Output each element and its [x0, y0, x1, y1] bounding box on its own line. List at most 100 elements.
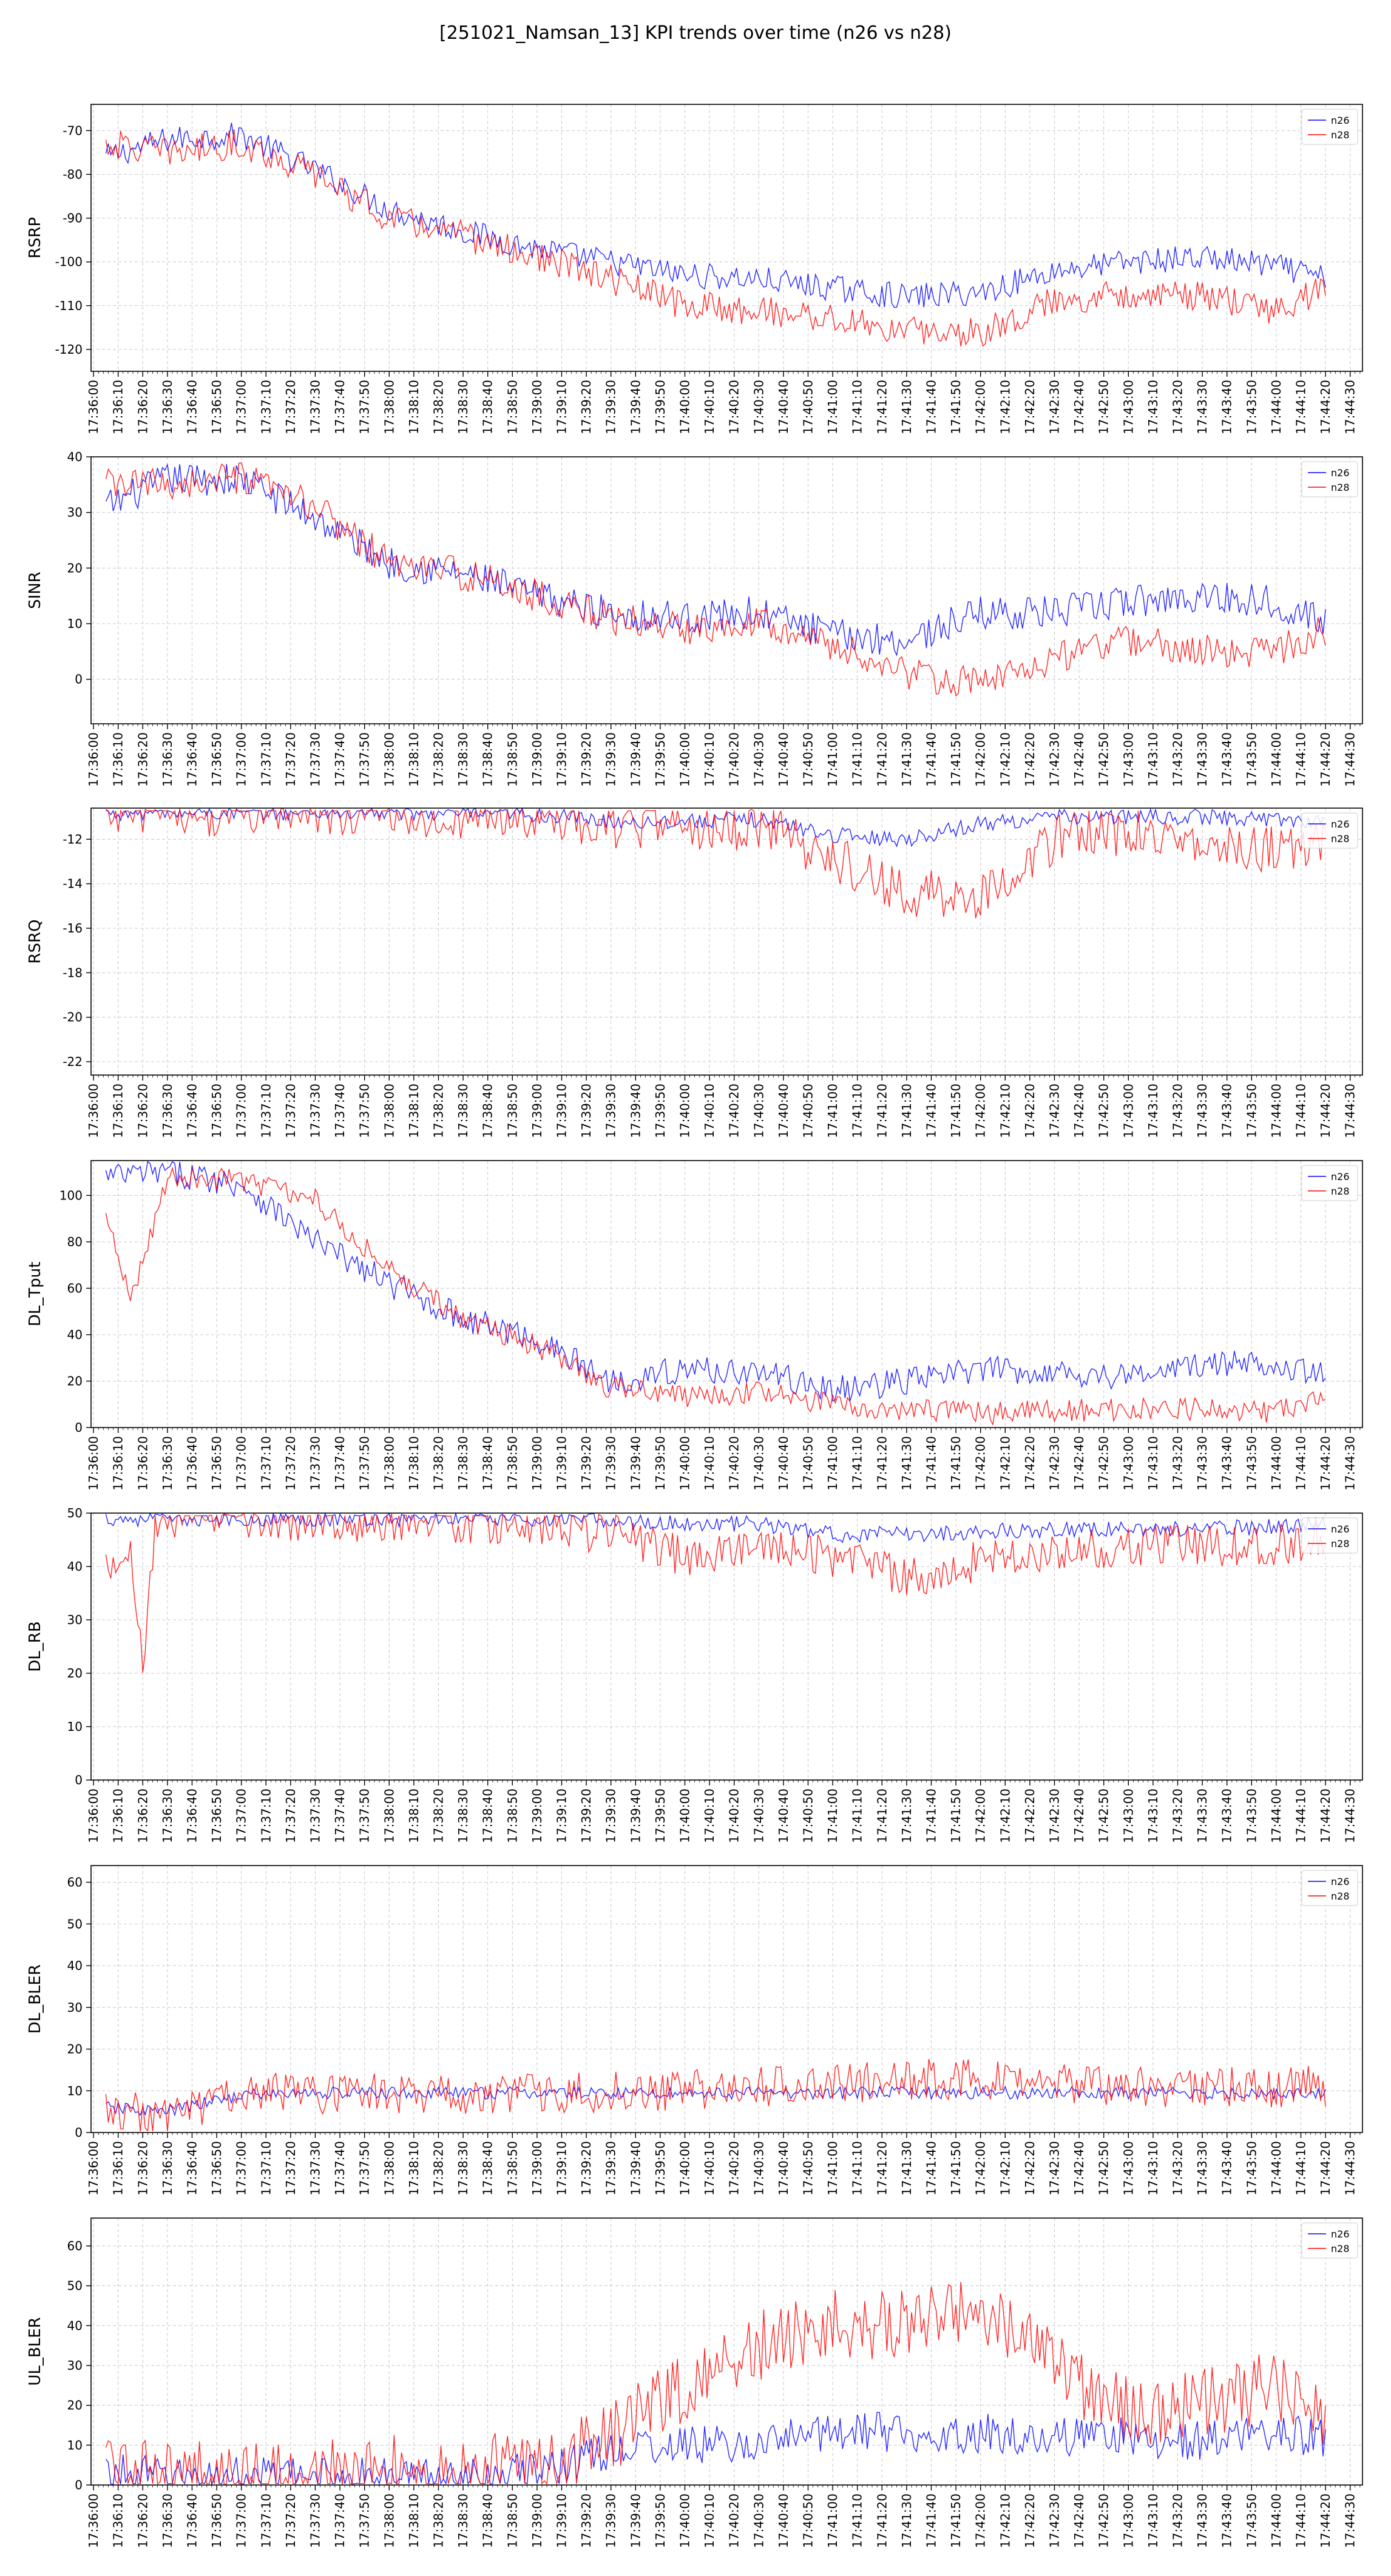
x-tick-label: 17:39:10: [554, 2493, 569, 2548]
x-tick-label: 17:38:50: [505, 1436, 520, 1491]
x-tick-label: 17:40:30: [751, 2493, 766, 2548]
x-tick-label: 17:39:00: [530, 380, 544, 434]
x-tick-label: 17:43:20: [1170, 1084, 1185, 1138]
x-tick-label: 17:44:10: [1293, 1084, 1308, 1138]
legend-box: [1301, 1165, 1358, 1201]
y-tick-label: -14: [63, 877, 83, 891]
y-tick-label: 0: [75, 672, 83, 687]
x-tick-label: 17:36:50: [209, 1084, 224, 1138]
x-tick-label: 17:39:10: [554, 1436, 569, 1491]
plot-area: [91, 1513, 1362, 1780]
x-tick-label: 17:43:20: [1170, 2493, 1185, 2548]
x-tick-label: 17:43:30: [1195, 2141, 1210, 2196]
x-tick-label: 17:42:40: [1072, 1789, 1086, 1843]
x-tick-label: 17:40:00: [677, 1436, 692, 1491]
x-tick-label: 17:38:50: [505, 380, 520, 434]
x-tick-label: 17:43:40: [1220, 380, 1234, 434]
x-tick-label: 17:40:30: [751, 380, 766, 434]
x-tick-label: 17:36:10: [111, 1789, 126, 1843]
x-tick-label: 17:36:30: [160, 1436, 175, 1491]
x-tick-label: 17:39:30: [604, 1436, 618, 1491]
x-tick-label: 17:39:10: [554, 1084, 569, 1138]
x-tick-label: 17:41:20: [875, 2493, 889, 2548]
x-tick-label: 17:39:10: [554, 732, 569, 787]
panel-sinr: 0 10 20 30 40 17:36:00 17:36:10 17:36:20 17:36:3…: [26, 450, 1363, 787]
x-tick-label: 17:39:20: [579, 380, 594, 434]
y-tick-label: -110: [55, 298, 83, 313]
x-tick-label: 17:38:00: [382, 1436, 396, 1491]
axes-frame: [90, 808, 1363, 1076]
x-tick-label: 17:38:50: [505, 1789, 520, 1843]
x-tick-label: 17:40:10: [702, 1084, 717, 1138]
x-tick-label: 17:41:40: [924, 1084, 938, 1138]
x-tick-label: 17:43:30: [1195, 1436, 1210, 1491]
legend-label-n28: n28: [1331, 129, 1350, 141]
x-tick-label: 17:36:40: [184, 1084, 199, 1138]
y-tick-label: -100: [55, 255, 83, 269]
x-tick-label: 17:36:10: [111, 2141, 126, 2196]
x-tick-label: 17:42:10: [998, 2141, 1012, 2196]
x-tick-label: 17:37:30: [308, 2141, 322, 2196]
x-tick-label: 17:43:10: [1146, 2493, 1160, 2548]
y-tick-label: 0: [75, 2478, 83, 2492]
x-tick-label: 17:42:50: [1097, 732, 1111, 787]
x-tick-label: 17:43:10: [1146, 1084, 1160, 1138]
x-tick-label: 17:37:10: [259, 2141, 273, 2196]
x-tick-label: 17:42:00: [973, 380, 988, 434]
x-tick-label: 17:38:40: [481, 1084, 495, 1138]
y-tick-label: 100: [59, 1188, 83, 1202]
x-tick-label: 17:37:10: [259, 1789, 273, 1843]
x-tick-label: 17:39:00: [530, 2141, 544, 2196]
series-line-n28: [105, 2058, 1326, 2132]
y-tick-label: 80: [67, 1235, 83, 1249]
x-tick-label: 17:38:50: [505, 1084, 520, 1138]
panel-dl-bler: 0 10 20 30 40 50 60 17:36:00 17:36:10 17:36:20 17:…: [26, 1865, 1363, 2196]
x-tick-label: 17:36:20: [135, 732, 150, 787]
x-tick-label: 17:38:30: [456, 2141, 470, 2196]
x-tick-label: 17:40:20: [727, 380, 742, 434]
x-tick-label: 17:39:00: [530, 2493, 544, 2548]
x-tick-label: 17:41:00: [825, 1084, 840, 1138]
x-tick-label: 17:37:50: [357, 2141, 372, 2196]
x-tick-label: 17:39:40: [628, 1436, 643, 1491]
x-tick-label: 17:37:50: [357, 732, 372, 787]
x-tick-label: 17:43:40: [1220, 1084, 1234, 1138]
x-tick-label: 17:37:20: [283, 2493, 298, 2548]
x-tick-label: 17:42:30: [1047, 732, 1061, 787]
x-tick-label: 17:38:20: [431, 1789, 445, 1843]
x-tick-label: 17:41:30: [899, 1789, 914, 1843]
x-tick-label: 17:44:00: [1269, 2141, 1284, 2196]
x-tick-label: 17:40:10: [702, 1789, 717, 1843]
x-tick-label: 17:39:10: [554, 2141, 569, 2196]
legend-label-n28: n28: [1331, 1538, 1350, 1549]
x-tick-label: 17:40:50: [800, 1084, 815, 1138]
x-tick-label: 17:38:10: [407, 2493, 421, 2548]
x-tick-label: 17:38:40: [481, 1789, 495, 1843]
x-tick-label: 17:42:20: [1023, 2493, 1037, 2548]
x-tick-label: 17:43:10: [1146, 380, 1160, 434]
x-tick-label: 17:42:30: [1047, 380, 1061, 434]
x-tick-label: 17:44:30: [1343, 1084, 1358, 1138]
x-tick-label: 17:42:50: [1097, 2493, 1111, 2548]
x-tick-label: 17:41:50: [949, 1084, 963, 1138]
series-line-n26: [105, 1513, 1326, 1543]
x-tick-label: 17:38:00: [382, 1084, 396, 1138]
x-tick-label: 17:40:20: [727, 1436, 742, 1491]
x-tick-label: 17:44:10: [1293, 380, 1308, 434]
y-tick-label: 0: [75, 1420, 83, 1435]
x-tick-label: 17:44:10: [1293, 732, 1308, 787]
x-tick-label: 17:43:20: [1170, 732, 1185, 787]
x-tick-label: 17:37:00: [234, 1436, 249, 1491]
legend-label-n28: n28: [1331, 2243, 1350, 2254]
x-tick-label: 17:44:10: [1293, 1789, 1308, 1843]
x-tick-label: 17:36:10: [111, 1436, 126, 1491]
y-tick-label: -80: [63, 167, 83, 181]
x-tick-label: 17:42:20: [1023, 732, 1037, 787]
x-tick-label: 17:37:30: [308, 732, 322, 787]
x-tick-label: 17:36:00: [86, 2493, 101, 2548]
y-tick-label: 40: [67, 2318, 83, 2333]
x-tick-label: 17:41:30: [899, 380, 914, 434]
